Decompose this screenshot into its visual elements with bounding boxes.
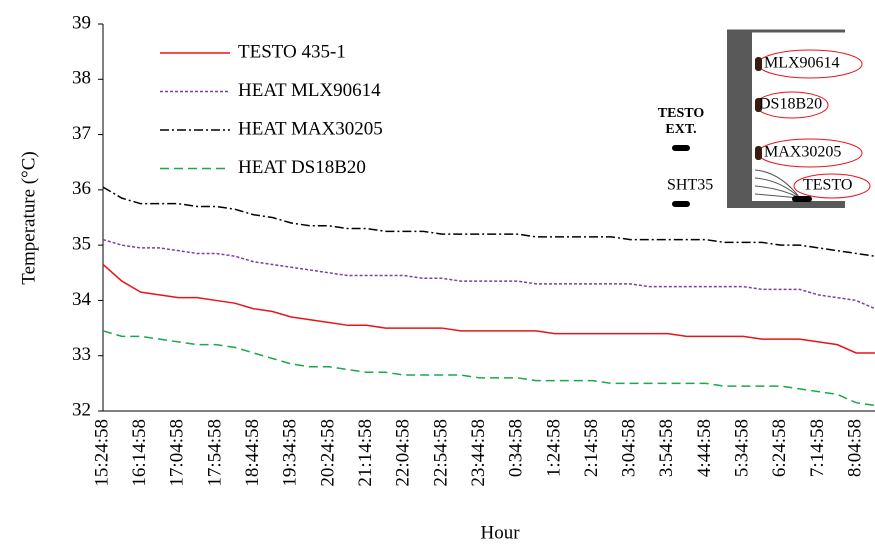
x-tick-label: 3:54:58: [656, 419, 677, 477]
x-tick-label: 7:14:58: [807, 419, 828, 477]
x-tick-label: 19:34:58: [280, 419, 301, 487]
y-axis-title: Temperature (°C): [18, 151, 39, 284]
sensor: [672, 145, 690, 151]
y-tick-label: 35: [72, 234, 91, 255]
legend-label: HEAT MAX30205: [238, 118, 383, 139]
legend-label: HEAT DS18B20: [238, 157, 366, 178]
x-tick-label: 17:04:58: [167, 419, 188, 487]
sensor: [792, 196, 812, 202]
x-tick-label: 22:54:58: [430, 419, 451, 487]
legend-label: HEAT MLX90614: [238, 80, 381, 101]
x-tick-label: 4:44:58: [694, 419, 715, 477]
sensor: [672, 201, 690, 207]
sensor: [755, 98, 762, 112]
series-line: [102, 186, 875, 257]
x-tick-label: 3:04:58: [619, 419, 640, 477]
series-line: [102, 330, 875, 407]
x-tick-label: 18:44:58: [242, 419, 263, 487]
legend-label: TESTO 435-1: [238, 41, 346, 62]
y-tick-label: 34: [72, 289, 92, 310]
series-line: [102, 263, 875, 354]
inset-label: EXT.: [665, 122, 696, 137]
x-tick-label: 23:44:58: [468, 419, 489, 487]
wall: [727, 30, 752, 208]
inset-diagram: TESTO EXT. SHT35 MLX90614 DS18B20 MAX302…: [658, 29, 871, 208]
wall-bottom: [727, 201, 845, 208]
x-tick-label: 0:34:58: [506, 419, 527, 477]
series-line: [102, 238, 875, 310]
x-tick-label: 1:24:58: [543, 419, 564, 477]
inset-label: SHT35: [667, 177, 713, 194]
sensor: [755, 146, 762, 160]
x-tick-label: 21:14:58: [355, 419, 376, 487]
x-tick-label: 2:14:58: [581, 419, 602, 477]
y-tick-label: 38: [72, 68, 91, 89]
x-tick-label: 17:54:58: [204, 419, 225, 487]
sensor: [755, 57, 762, 71]
x-axis-title: Hour: [480, 522, 520, 543]
x-tick-label: 8:04:58: [845, 419, 866, 477]
inset-label: MAX30205: [764, 144, 841, 161]
x-tick-label: 15:24:58: [91, 419, 112, 487]
y-tick-label: 32: [72, 399, 91, 420]
x-tick-label: 20:24:58: [317, 419, 338, 487]
inset-label: MLX90614: [764, 55, 840, 72]
y-tick-label: 37: [72, 123, 91, 144]
inset-label: TESTO: [658, 106, 705, 121]
inset-label: TESTO: [803, 177, 852, 194]
x-tick-label: 22:04:58: [393, 419, 414, 487]
x-tick-label: 6:24:58: [769, 419, 790, 477]
x-tick-label: 16:14:58: [129, 419, 150, 487]
y-tick-label: 39: [72, 12, 91, 33]
x-tick-label: 5:34:58: [732, 419, 753, 477]
wires: [754, 169, 801, 199]
y-tick-label: 33: [72, 344, 91, 365]
y-tick-label: 36: [72, 178, 91, 199]
inset-label: DS18B20: [759, 96, 822, 113]
sensor-ring: [793, 173, 871, 199]
